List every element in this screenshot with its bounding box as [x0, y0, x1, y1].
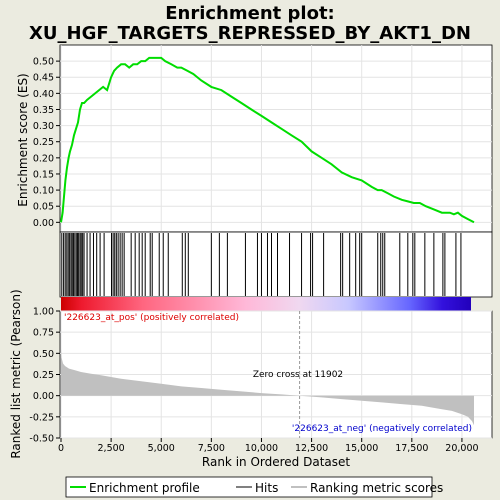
metric-y-tick-label: 0.75 — [33, 328, 54, 339]
metric-x-tick-label: 7,500 — [198, 443, 225, 454]
pos-correlated-label: '226623_at_pos' (positively correlated) — [64, 313, 239, 323]
metric-y-tick-label: 0.50 — [33, 349, 54, 360]
legend-label-enrichment: Enrichment profile — [89, 481, 200, 495]
hit-lines — [61, 233, 462, 296]
hits-panel — [59, 231, 493, 298]
es-y-tick-label: 0.00 — [33, 218, 54, 229]
metric-x-tick-label: 17,500 — [395, 443, 428, 454]
es-y-tick-label: 0.40 — [33, 89, 54, 100]
metric-y-tick-label: 1.00 — [33, 307, 54, 318]
hits-panel-background — [59, 231, 493, 298]
metric-x-tick-label: 15,000 — [345, 443, 378, 454]
plot-title-line2: XU_HGF_TARGETS_REPRESSED_BY_AKT1_DN — [29, 23, 471, 44]
metric-x-tick-label: 5,000 — [148, 443, 175, 454]
metric-y-tick-label: 0.25 — [33, 370, 54, 381]
metric-x-tick-label: 12,500 — [295, 443, 328, 454]
es-grid — [60, 45, 492, 232]
legend-label-ranking: Ranking metric scores — [310, 481, 443, 495]
rank-color-ribbon — [61, 297, 471, 311]
metric-x-ticks: 0 2,500 5,000 7,500 10,000 12,500 15,000 17,500… — [58, 438, 479, 454]
es-y-tick-label: 0.25 — [33, 137, 54, 148]
ranking-metric-area — [61, 349, 474, 426]
es-y-tick-label: 0.15 — [33, 169, 54, 180]
es-y-ticks: 0.00 0.05 0.10 0.15 0.20 0.25 0.30 0.35 0.40 0.45… — [33, 57, 60, 229]
metric-y-tick-label: -0.50 — [29, 434, 54, 445]
metric-x-tick-label: 0 — [58, 443, 64, 454]
metric-y-ticks: -0.50 -0.25 0.00 0.25 0.50 0.75 1.00 — [29, 307, 60, 445]
metric-grid — [60, 310, 492, 439]
es-y-axis-label: Enrichment score (ES) — [16, 73, 30, 206]
metric-x-axis-label: Rank in Ordered Dataset — [202, 455, 350, 469]
enrichment-profile-line — [60, 56, 475, 224]
metric-y-tick-label: 0.00 — [33, 391, 54, 402]
es-panel-background — [59, 44, 493, 233]
metric-panel: -0.50 -0.25 0.00 0.25 0.50 0.75 1.00 0 2,500 5,0… — [9, 289, 493, 469]
es-y-tick-label: 0.45 — [33, 73, 54, 84]
legend-label-hits: Hits — [255, 481, 278, 495]
legend: Enrichment profile Hits Ranking metric s… — [65, 476, 443, 498]
plot-title-line1: Enrichment plot: — [165, 3, 335, 24]
metric-x-tick-label: 2,500 — [98, 443, 125, 454]
metric-x-tick-label: 10,000 — [245, 443, 278, 454]
es-panel: 0.00 0.05 0.10 0.15 0.20 0.25 0.30 0.35 0.40 0.45… — [16, 44, 493, 233]
es-y-tick-label: 0.35 — [33, 105, 54, 116]
neg-correlated-label: '226623_at_neg' (negatively correlated) — [292, 424, 472, 434]
es-y-tick-label: 0.50 — [33, 57, 54, 68]
es-y-tick-label: 0.10 — [33, 186, 54, 197]
es-y-tick-label: 0.20 — [33, 153, 54, 164]
es-y-tick-label: 0.30 — [33, 121, 54, 132]
es-y-tick-label: 0.05 — [33, 202, 54, 213]
metric-y-tick-label: -0.25 — [29, 412, 54, 423]
metric-y-axis-label: Ranked list metric (Pearson) — [9, 289, 23, 458]
metric-x-tick-label: 20,000 — [445, 443, 478, 454]
zero-cross-label: Zero cross at 11902 — [253, 370, 343, 380]
